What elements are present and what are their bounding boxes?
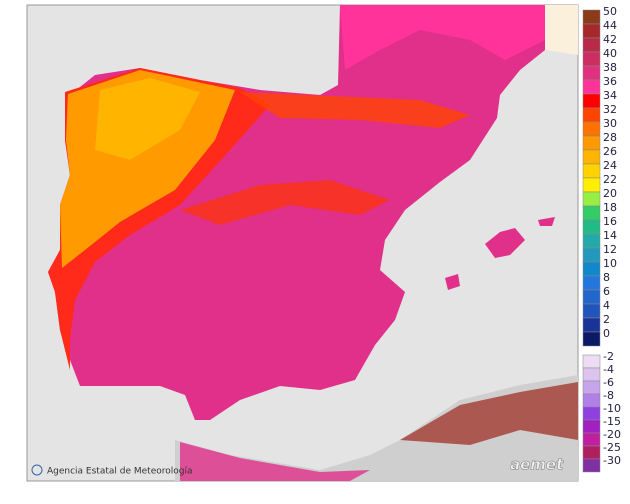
legend-label: -4	[603, 363, 614, 376]
legend-swatch	[582, 458, 601, 473]
legend-label: 0	[603, 327, 610, 340]
legend-swatch	[582, 51, 601, 67]
legend-label: -30	[603, 454, 621, 467]
agency-name: Agencia Estatal de Meteorología	[47, 467, 193, 477]
legend-label: 36	[603, 75, 617, 88]
legend-label: -20	[603, 428, 621, 441]
north-band	[240, 92, 470, 128]
legend-label: -15	[603, 415, 621, 428]
france-heat	[340, 5, 545, 70]
legend-swatch	[582, 289, 601, 305]
ibiza	[445, 274, 460, 290]
legend-label: 28	[603, 131, 617, 144]
legend-label: 32	[603, 103, 617, 116]
legend-label: 26	[603, 145, 617, 158]
menorca	[538, 217, 555, 226]
legend-label: -25	[603, 441, 621, 454]
legend-swatch	[582, 191, 601, 207]
legend-swatch	[582, 247, 601, 263]
legend-label: 30	[603, 117, 617, 130]
logo: aemet	[510, 456, 564, 474]
yellow-zone	[95, 78, 200, 160]
legend-swatch	[582, 367, 601, 382]
legend-swatch	[582, 275, 601, 291]
legend-swatch	[582, 219, 601, 235]
legend-label: -8	[603, 389, 614, 402]
legend-swatch	[582, 79, 601, 95]
legend-swatch	[582, 121, 601, 137]
legend-swatch	[582, 65, 601, 81]
legend-label: 38	[603, 61, 617, 74]
legend-label: 6	[603, 285, 610, 298]
legend-label: 2	[603, 313, 610, 326]
legend-swatch	[582, 317, 601, 333]
legend-swatch	[582, 23, 601, 39]
legend-swatch	[582, 393, 601, 408]
legend-swatch	[582, 93, 601, 109]
legend-swatch	[582, 9, 601, 25]
atlas-heat	[400, 382, 578, 445]
legend-swatch	[582, 37, 601, 53]
legend-label: 14	[603, 229, 617, 242]
legend-label: 42	[603, 33, 617, 46]
legend-swatch	[582, 406, 601, 421]
legend-label: 12	[603, 243, 617, 256]
legend-label: 24	[603, 159, 617, 172]
legend-label: 44	[603, 19, 617, 32]
central-band	[180, 180, 390, 225]
legend-swatch	[582, 261, 601, 277]
legend-label: 40	[603, 47, 617, 60]
legend-label: -2	[603, 350, 614, 363]
legend-swatch	[582, 163, 601, 179]
legend-swatch	[582, 432, 601, 447]
legend: 5044424038363432302826242220181614121086…	[582, 5, 621, 473]
legend-label: -6	[603, 376, 614, 389]
legend-swatch	[582, 233, 601, 249]
legend-swatch	[582, 354, 601, 369]
legend-label: 16	[603, 215, 617, 228]
legend-swatch	[582, 107, 601, 123]
legend-swatch	[582, 135, 601, 151]
legend-label: 20	[603, 187, 617, 200]
no-data-area	[545, 5, 578, 55]
legend-swatch	[582, 331, 601, 347]
copyright-icon	[31, 464, 43, 476]
map: Agencia Estatal de Meteorología aemet	[26, 4, 579, 482]
mallorca	[485, 228, 525, 258]
legend-swatch	[582, 177, 601, 193]
legend-label: 4	[603, 299, 610, 312]
legend-label: 22	[603, 173, 617, 186]
legend-swatch	[582, 205, 601, 221]
legend-label: 8	[603, 271, 610, 284]
legend-swatch	[582, 303, 601, 319]
legend-swatch	[582, 149, 601, 165]
legend-label: 34	[603, 89, 617, 102]
legend-swatch	[582, 419, 601, 434]
morocco-heat	[180, 442, 370, 481]
legend-label: 18	[603, 201, 617, 214]
legend-label: -10	[603, 402, 621, 415]
legend-label: 10	[603, 257, 617, 270]
legend-swatch	[582, 380, 601, 395]
legend-label: 50	[603, 5, 617, 18]
legend-swatch	[582, 445, 601, 460]
